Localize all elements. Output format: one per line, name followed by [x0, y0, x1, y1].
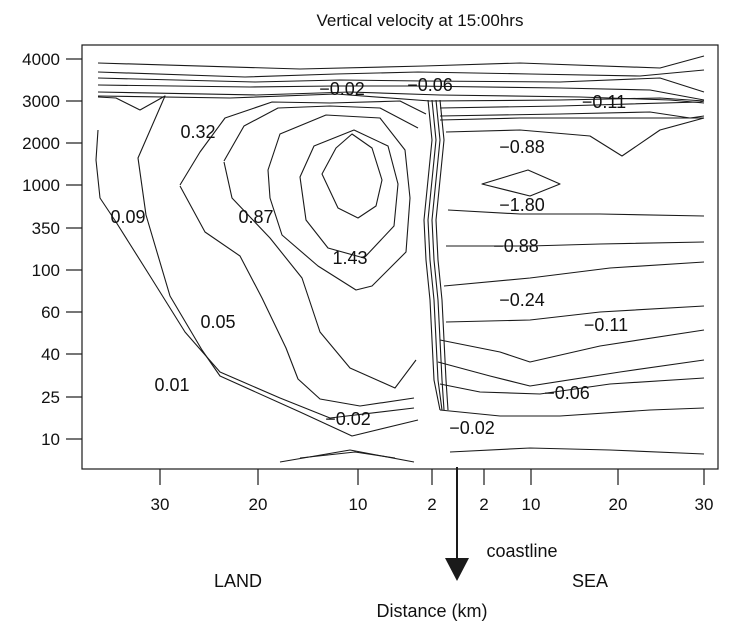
contour-sea-4 — [446, 241, 705, 247]
contour-sea-core — [481, 169, 561, 197]
contour-top-f — [97, 93, 705, 102]
contour-land-3 — [179, 100, 427, 186]
contour-land-7 — [267, 114, 411, 291]
x-tick-label-land-2: 2 — [427, 495, 436, 514]
x-tick-label-sea-20: 20 — [609, 495, 628, 514]
sea-label: SEA — [572, 571, 608, 591]
contour-outer-right-1 — [439, 100, 705, 109]
contour-land-bottom-2 — [299, 451, 396, 459]
label-neg-0.88-top: −0.88 — [499, 137, 545, 157]
y-tick-label-40: 40 — [41, 345, 60, 364]
coastline-arrow-head — [445, 558, 469, 581]
label-0.32: 0.32 — [180, 122, 215, 142]
contour-sea-5 — [443, 261, 705, 287]
y-tick-label-25: 25 — [41, 388, 60, 407]
contour-top-e — [97, 91, 705, 104]
label-neg-0.02-sea: −0.02 — [449, 418, 495, 438]
label-neg-0.88-mid: −0.88 — [493, 236, 539, 256]
label-0.09: 0.09 — [110, 207, 145, 227]
contour-sea-9 — [439, 377, 705, 395]
y-tick-label-3000: 3000 — [22, 92, 60, 111]
contour-top-b — [97, 69, 705, 78]
x-tick-label-sea-10: 10 — [522, 495, 541, 514]
contour-sea-2 — [445, 117, 705, 157]
x-tick-label-sea-2: 2 — [479, 495, 488, 514]
contour-land-outer — [97, 95, 419, 437]
label-neg-0.02-top: −0.02 — [319, 79, 365, 99]
land-label: LAND — [214, 571, 262, 591]
contour-outer-right-2 — [439, 111, 705, 119]
coast-front-3 — [431, 99, 445, 411]
contour-core-land — [299, 129, 399, 259]
y-tick-label-4000: 4000 — [22, 50, 60, 69]
y-tick-label-10: 10 — [41, 430, 60, 449]
contour-lines — [95, 55, 705, 463]
contour-land-6 — [223, 161, 417, 389]
y-tick-label-100: 100 — [32, 261, 60, 280]
y-tick-label-60: 60 — [41, 303, 60, 322]
coast-front-1 — [423, 99, 441, 411]
plot-frame — [81, 44, 719, 470]
contour-land-bottom — [279, 449, 415, 463]
label-neg-1.80: −1.80 — [499, 195, 545, 215]
contour-top-c — [97, 77, 705, 93]
label-neg-0.02-land: −0.02 — [325, 409, 371, 429]
x-tick-label-land-30: 30 — [151, 495, 170, 514]
label-0.87: 0.87 — [238, 207, 273, 227]
coast-front-2 — [427, 99, 443, 411]
contour-sea-3 — [447, 209, 705, 217]
label-1.43: 1.43 — [332, 248, 367, 268]
chart-title: Vertical velocity at 15:00hrs — [317, 11, 524, 30]
x-tick-label-sea-30: 30 — [695, 495, 714, 514]
label-neg-0.24: −0.24 — [499, 290, 545, 310]
x-tick-label-land-20: 20 — [249, 495, 268, 514]
coastline-label: coastline — [486, 541, 557, 561]
label-neg-0.06-low: −0.06 — [544, 383, 590, 403]
label-neg-0.11-top: −0.11 — [582, 92, 626, 112]
coast-front-4 — [435, 99, 449, 411]
x-tick-label-land-10: 10 — [349, 495, 368, 514]
y-tick-label-350: 350 — [32, 219, 60, 238]
contour-sea-1 — [439, 117, 704, 121]
contour-sea-6 — [445, 305, 705, 323]
label-0.01: 0.01 — [154, 375, 189, 395]
contour-top-a — [97, 55, 705, 70]
contour-sea-8 — [437, 359, 705, 387]
label-neg-0.06-top: −0.06 — [407, 75, 453, 95]
y-tick-label-1000: 1000 — [22, 176, 60, 195]
contour-labels: 0.32 0.09 0.87 1.43 0.05 0.01 −0.02 −0.0… — [110, 75, 628, 438]
y-tick-label-2000: 2000 — [22, 134, 60, 153]
contour-sea-bottom — [449, 447, 705, 455]
label-neg-0.11-mid: −0.11 — [584, 315, 628, 335]
x-axis-label: Distance (km) — [376, 601, 487, 621]
contour-land-4 — [179, 185, 415, 407]
contour-top-d — [97, 84, 705, 101]
label-0.05: 0.05 — [200, 312, 235, 332]
x-axis: 30 20 10 2 2 10 20 30 — [151, 469, 714, 514]
contour-land-2 — [95, 129, 415, 419]
contour-core-land-inner — [321, 133, 383, 219]
contour-sea-10 — [439, 407, 705, 417]
y-axis: 4000 3000 2000 1000 350 100 60 40 25 10 — [22, 50, 82, 449]
contour-sea-7 — [439, 329, 705, 363]
contour-land-5 — [223, 105, 419, 162]
